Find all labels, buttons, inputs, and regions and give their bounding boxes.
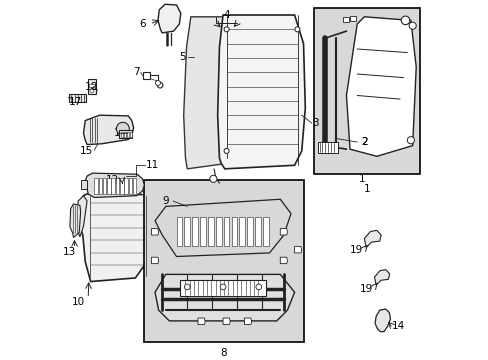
Polygon shape xyxy=(198,318,205,324)
Circle shape xyxy=(224,27,229,32)
Bar xyxy=(142,72,150,80)
Polygon shape xyxy=(158,4,181,33)
Bar xyxy=(224,217,229,246)
Text: 14: 14 xyxy=(391,321,405,331)
Circle shape xyxy=(400,16,409,25)
Bar xyxy=(184,217,190,246)
Text: 11: 11 xyxy=(146,160,159,170)
Polygon shape xyxy=(280,257,287,264)
Circle shape xyxy=(157,82,163,88)
Text: 8: 8 xyxy=(220,348,227,358)
Polygon shape xyxy=(217,15,305,169)
Bar xyxy=(128,178,132,194)
Circle shape xyxy=(407,137,414,144)
Bar xyxy=(121,132,123,137)
Bar xyxy=(207,217,213,246)
Bar xyxy=(116,178,119,194)
Circle shape xyxy=(209,175,217,183)
Bar xyxy=(215,217,221,246)
Text: 6: 6 xyxy=(139,19,146,29)
Bar xyxy=(124,178,127,194)
Text: 13: 13 xyxy=(62,247,76,257)
Circle shape xyxy=(155,81,160,85)
Text: 15: 15 xyxy=(80,146,93,156)
Bar xyxy=(88,80,96,94)
Bar xyxy=(98,178,102,194)
Polygon shape xyxy=(155,199,290,256)
Circle shape xyxy=(220,284,225,290)
Bar xyxy=(239,217,244,246)
Bar xyxy=(107,178,110,194)
Bar xyxy=(180,280,265,296)
Polygon shape xyxy=(76,196,87,237)
Text: 2: 2 xyxy=(360,137,366,147)
Polygon shape xyxy=(79,194,154,282)
Polygon shape xyxy=(70,204,81,238)
Bar xyxy=(342,17,348,22)
Bar xyxy=(88,84,95,87)
Bar xyxy=(144,180,303,342)
Polygon shape xyxy=(151,257,158,264)
Circle shape xyxy=(116,122,129,135)
Text: 5: 5 xyxy=(179,52,186,62)
Text: 17: 17 xyxy=(68,96,81,107)
Bar xyxy=(192,217,198,246)
Circle shape xyxy=(294,27,299,32)
Text: 19: 19 xyxy=(359,284,372,294)
Text: 16: 16 xyxy=(114,128,127,138)
Polygon shape xyxy=(374,270,389,285)
Circle shape xyxy=(90,89,93,93)
Bar xyxy=(133,178,136,194)
Polygon shape xyxy=(183,17,233,169)
Bar xyxy=(94,178,98,194)
Circle shape xyxy=(255,284,261,290)
Text: 1: 1 xyxy=(359,174,365,184)
Bar xyxy=(349,16,356,21)
Text: 12: 12 xyxy=(106,175,119,185)
Bar xyxy=(111,178,115,194)
Bar xyxy=(200,217,205,246)
Bar xyxy=(263,217,268,246)
Bar xyxy=(102,178,106,194)
Bar xyxy=(126,132,129,137)
Bar xyxy=(231,217,237,246)
Bar xyxy=(129,132,132,137)
Text: 9: 9 xyxy=(163,196,169,206)
Bar xyxy=(247,217,253,246)
Bar xyxy=(69,94,86,102)
Polygon shape xyxy=(83,115,133,144)
Text: 10: 10 xyxy=(72,297,85,307)
Bar xyxy=(81,180,87,189)
Circle shape xyxy=(184,284,190,290)
Text: 2: 2 xyxy=(360,137,366,147)
Bar xyxy=(255,217,261,246)
Circle shape xyxy=(408,22,415,29)
Polygon shape xyxy=(280,229,287,235)
Text: 1: 1 xyxy=(363,184,369,194)
Circle shape xyxy=(224,148,229,153)
Text: 7: 7 xyxy=(133,67,140,77)
Polygon shape xyxy=(223,318,230,324)
Text: 4: 4 xyxy=(223,10,229,20)
Text: 3: 3 xyxy=(312,118,319,128)
Bar xyxy=(176,217,182,246)
Polygon shape xyxy=(294,247,301,253)
Polygon shape xyxy=(346,17,415,156)
Bar xyxy=(118,130,132,138)
Polygon shape xyxy=(364,230,380,248)
Polygon shape xyxy=(84,173,144,198)
Bar xyxy=(123,132,126,137)
Text: 19: 19 xyxy=(349,246,363,255)
Text: 18: 18 xyxy=(84,82,98,92)
Polygon shape xyxy=(374,309,390,332)
Polygon shape xyxy=(244,318,251,324)
Bar xyxy=(314,8,419,174)
Polygon shape xyxy=(151,229,158,235)
Polygon shape xyxy=(155,274,294,321)
Bar xyxy=(317,142,337,153)
Bar xyxy=(120,178,123,194)
